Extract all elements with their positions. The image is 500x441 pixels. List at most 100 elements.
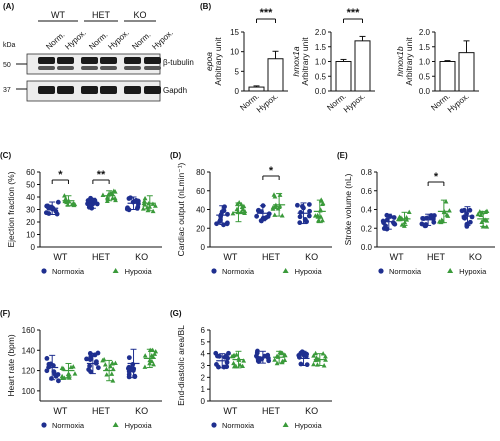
y-tick-label: 0.4 (361, 206, 373, 215)
significance-mark: *** (347, 7, 361, 19)
y-tick-label: 100 (22, 387, 36, 396)
data-point-hypoxia (109, 371, 115, 376)
band-gapdh (81, 86, 98, 94)
panel-label: (E) (337, 151, 348, 160)
data-point-hypoxia (113, 197, 118, 203)
legend-label: Normoxia (222, 421, 255, 430)
y-tick-label: 1.0 (419, 58, 431, 67)
group-label: WT (53, 252, 67, 262)
data-point-hypoxia (152, 203, 158, 208)
gene-label: epoa (204, 52, 214, 71)
significance-mark: * (434, 171, 439, 183)
legend-marker-normoxia (41, 268, 47, 274)
data-point-normoxia (254, 213, 260, 219)
data-point-hypoxia (142, 353, 148, 358)
data-point-hypoxia (272, 212, 278, 217)
data-point-normoxia (254, 350, 260, 356)
group-label: KO (305, 252, 318, 262)
y-tick-label: 0.0 (361, 243, 373, 252)
data-point-hypoxia (104, 372, 110, 377)
data-point-normoxia (467, 207, 473, 213)
data-point-hypoxia (109, 360, 115, 365)
data-point-normoxia (223, 353, 229, 359)
data-point-normoxia (124, 206, 130, 212)
data-point-normoxia (93, 359, 99, 365)
group-label: WT (223, 252, 237, 262)
legend-marker-normoxia (41, 422, 47, 428)
data-point-hypoxia (406, 209, 412, 215)
data-point-normoxia (265, 214, 271, 219)
data-point-normoxia (467, 219, 473, 225)
data-point-normoxia (459, 208, 465, 214)
data-point-hypoxia (101, 357, 107, 362)
y-tick-label: 0 (201, 243, 206, 252)
group-label: KO (469, 252, 482, 262)
data-point-hypoxia (151, 361, 156, 367)
legend-marker-normoxia (211, 422, 217, 428)
data-point-hypoxia (229, 353, 235, 359)
y-tick-label: 40 (196, 206, 205, 215)
legend-marker-normoxia (378, 268, 384, 274)
band-label: Gapdh (163, 86, 187, 95)
legend-label: Hypoxia (125, 421, 153, 430)
data-point-hypoxia (320, 200, 326, 206)
legend-label: Hypoxia (459, 267, 487, 276)
data-point-normoxia (88, 354, 94, 360)
bar (335, 61, 352, 92)
data-point-normoxia (126, 196, 132, 201)
bar (354, 40, 371, 92)
y-tick-label: 60 (196, 187, 205, 196)
legend-marker-hypoxia (112, 268, 119, 273)
group-label: KO (135, 406, 148, 416)
band-gapdh (38, 86, 55, 94)
data-point-hypoxia (280, 358, 285, 364)
bar (439, 61, 456, 92)
data-point-normoxia (306, 213, 312, 219)
group-label: WT (53, 406, 67, 416)
legend-label: Normoxia (52, 421, 85, 430)
legend-label: Hypoxia (125, 267, 153, 276)
y-axis-label: End-diastolic area/BL (176, 325, 186, 406)
data-point-hypoxia (230, 210, 236, 216)
data-point-hypoxia (59, 375, 65, 380)
group-label: HET (262, 252, 281, 262)
data-point-normoxia (299, 203, 305, 209)
y-tick-label: 0.8 (361, 168, 373, 177)
data-point-hypoxia (397, 214, 402, 219)
data-point-hypoxia (323, 353, 328, 359)
data-point-hypoxia (72, 371, 78, 376)
data-point-normoxia (380, 218, 386, 224)
y-tick-label: 0.2 (361, 224, 373, 233)
x-tick-label: Hypox. (255, 92, 280, 115)
data-point-hypoxia (111, 188, 117, 193)
significance-mark: * (269, 165, 274, 177)
data-point-hypoxia (320, 217, 325, 223)
data-point-normoxia (45, 203, 51, 209)
y-tick-label: 0.0 (419, 87, 431, 96)
data-point-hypoxia (315, 212, 321, 218)
y-tick-label: 5 (235, 67, 240, 76)
group-label: KO (133, 10, 146, 20)
y-tick-label: 1 (201, 385, 206, 394)
data-point-hypoxia (142, 364, 148, 369)
data-point-hypoxia (475, 211, 481, 217)
band-tubulin-lower (57, 66, 74, 70)
y-tick-label: 0.5 (315, 72, 327, 81)
band-tubulin (124, 57, 141, 64)
legend-label: Normoxia (52, 267, 85, 276)
y-tick-label: 0.6 (361, 187, 373, 196)
group-label: WT (51, 10, 65, 20)
y-tick-label: 120 (22, 367, 36, 376)
data-point-hypoxia (241, 358, 247, 363)
data-point-normoxia (215, 353, 220, 359)
y-axis-label: Heart rate (bpm) (6, 334, 16, 397)
y-tick-label: 40 (26, 193, 35, 202)
data-point-hypoxia (150, 208, 156, 214)
data-point-normoxia (225, 211, 230, 217)
group-label: HET (427, 252, 446, 262)
y-tick-label: 2.0 (419, 28, 431, 37)
y-tick-label: 6 (201, 326, 206, 335)
lane-label: Norm. (130, 30, 152, 51)
band-tubulin (144, 57, 161, 64)
